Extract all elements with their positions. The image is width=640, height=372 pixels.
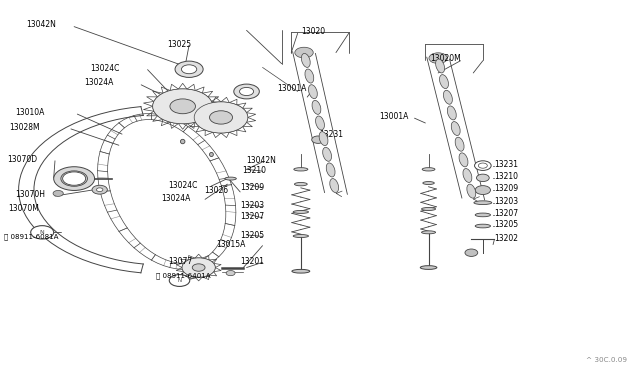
Circle shape: [181, 65, 196, 74]
Circle shape: [97, 188, 103, 192]
Ellipse shape: [294, 168, 308, 171]
Circle shape: [153, 89, 212, 124]
Ellipse shape: [422, 208, 436, 211]
Circle shape: [465, 249, 477, 256]
Text: 13207: 13207: [240, 212, 264, 221]
Circle shape: [239, 87, 253, 96]
Ellipse shape: [455, 137, 464, 151]
Text: ⓝ 08911-6401A: ⓝ 08911-6401A: [156, 273, 211, 279]
Circle shape: [182, 258, 215, 277]
Ellipse shape: [436, 59, 445, 73]
Text: 13231: 13231: [494, 160, 518, 169]
Text: 13024C: 13024C: [169, 181, 198, 190]
Ellipse shape: [451, 122, 460, 135]
Ellipse shape: [330, 179, 339, 193]
Circle shape: [31, 226, 54, 239]
Text: 13015A: 13015A: [216, 240, 246, 249]
Ellipse shape: [440, 75, 449, 89]
Ellipse shape: [301, 54, 310, 67]
Text: 13024A: 13024A: [162, 194, 191, 203]
Text: 13077: 13077: [168, 257, 192, 266]
Text: 13202: 13202: [494, 234, 518, 243]
Text: 13042N: 13042N: [246, 155, 276, 164]
Circle shape: [312, 136, 324, 143]
Ellipse shape: [459, 153, 468, 167]
Ellipse shape: [209, 153, 213, 157]
Circle shape: [63, 172, 86, 185]
Ellipse shape: [422, 231, 436, 234]
Text: 13028M: 13028M: [9, 122, 40, 132]
Circle shape: [226, 270, 235, 276]
Text: ⓝ 08911-6081A: ⓝ 08911-6081A: [4, 234, 58, 240]
Circle shape: [474, 161, 491, 170]
Text: 13042N: 13042N: [26, 20, 56, 29]
Text: 13207: 13207: [494, 209, 518, 218]
Circle shape: [175, 61, 203, 77]
Circle shape: [478, 163, 487, 168]
Ellipse shape: [305, 69, 314, 83]
Ellipse shape: [308, 85, 317, 99]
Text: 13001A: 13001A: [379, 112, 408, 121]
Text: 13210: 13210: [494, 172, 518, 181]
Text: 13024A: 13024A: [84, 78, 113, 87]
Text: N: N: [177, 278, 182, 283]
Ellipse shape: [293, 211, 308, 214]
Ellipse shape: [292, 269, 310, 273]
Text: 13010A: 13010A: [15, 108, 44, 117]
Ellipse shape: [420, 266, 437, 269]
Circle shape: [192, 264, 205, 271]
Circle shape: [194, 102, 248, 133]
Text: 13020M: 13020M: [430, 54, 461, 63]
Ellipse shape: [294, 183, 307, 186]
Ellipse shape: [467, 184, 476, 198]
Circle shape: [170, 99, 195, 114]
Ellipse shape: [180, 139, 185, 144]
Text: 13025: 13025: [167, 39, 191, 49]
Text: 13201: 13201: [240, 257, 264, 266]
Text: 13205: 13205: [494, 221, 518, 230]
Circle shape: [54, 167, 95, 190]
Text: 13210: 13210: [242, 166, 266, 175]
Text: 13020: 13020: [301, 26, 326, 36]
Circle shape: [61, 171, 88, 186]
Ellipse shape: [293, 235, 308, 237]
Text: 13001A: 13001A: [277, 84, 307, 93]
Ellipse shape: [475, 213, 490, 217]
Circle shape: [295, 47, 313, 58]
Text: 13026: 13026: [204, 186, 228, 195]
Circle shape: [475, 186, 490, 195]
Ellipse shape: [463, 169, 472, 183]
Circle shape: [209, 111, 232, 124]
Text: 13209: 13209: [240, 183, 264, 192]
Text: 13209: 13209: [494, 185, 518, 193]
Ellipse shape: [422, 168, 435, 171]
Circle shape: [234, 84, 259, 99]
Ellipse shape: [423, 182, 435, 185]
Text: ^ 30C.0.09: ^ 30C.0.09: [586, 357, 627, 363]
Ellipse shape: [475, 224, 490, 228]
Circle shape: [92, 185, 108, 194]
Circle shape: [429, 53, 447, 64]
Circle shape: [476, 174, 489, 182]
Text: 13203: 13203: [240, 201, 264, 210]
Text: N: N: [40, 230, 45, 235]
Ellipse shape: [326, 163, 335, 177]
Ellipse shape: [319, 132, 328, 145]
Ellipse shape: [323, 147, 332, 161]
Ellipse shape: [312, 100, 321, 114]
Circle shape: [53, 190, 63, 196]
Text: 13205: 13205: [240, 231, 264, 240]
Text: 13070H: 13070H: [15, 190, 45, 199]
Text: 13070M: 13070M: [8, 205, 39, 214]
Text: 13203: 13203: [494, 197, 518, 206]
Text: 13231: 13231: [319, 130, 343, 140]
Ellipse shape: [225, 177, 236, 180]
Ellipse shape: [316, 116, 324, 130]
Ellipse shape: [447, 106, 456, 120]
Text: 13070D: 13070D: [7, 155, 37, 164]
Circle shape: [170, 275, 189, 286]
Text: 13024C: 13024C: [90, 64, 120, 73]
Ellipse shape: [474, 201, 492, 205]
Ellipse shape: [444, 90, 452, 104]
